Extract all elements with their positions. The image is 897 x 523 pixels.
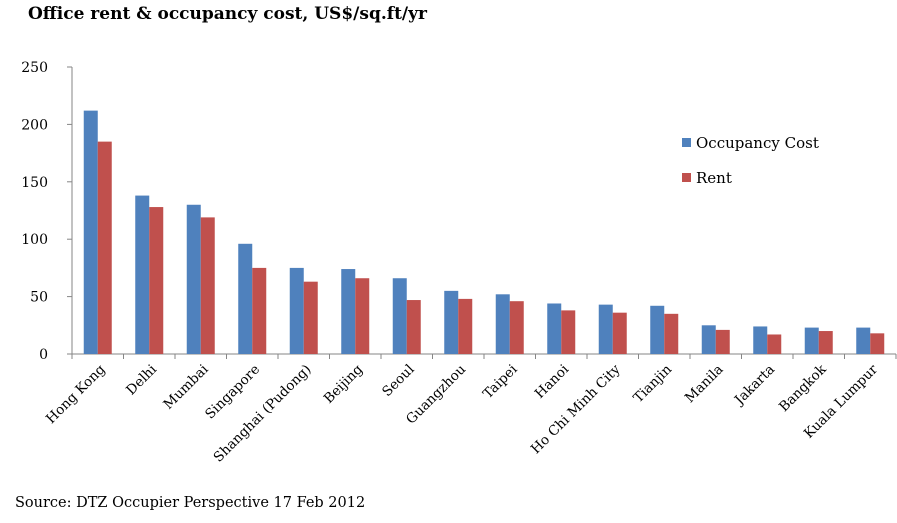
y-tick-label: 150 xyxy=(21,175,48,191)
y-tick-label: 200 xyxy=(21,117,48,133)
bar-rent xyxy=(561,310,576,354)
bar-rent xyxy=(303,281,318,354)
x-category-label: Jakarta xyxy=(730,362,778,410)
bar-occupancy-cost xyxy=(598,304,613,354)
legend-swatch xyxy=(682,173,691,182)
x-category-label: Manila xyxy=(682,362,727,407)
bar-occupancy-cost xyxy=(753,326,768,354)
source-note: Source: DTZ Occupier Perspective 17 Feb … xyxy=(15,495,366,511)
x-category-label: Hong Kong xyxy=(43,361,109,427)
x-category-label: Tianjin xyxy=(630,361,675,406)
chart-title: Office rent & occupancy cost, US$/sq.ft/… xyxy=(28,4,427,24)
x-category-label: Taipei xyxy=(480,361,521,402)
bar-rent xyxy=(406,300,421,354)
x-category-label: Bangkok xyxy=(776,361,830,415)
y-axis: 0 50 100 150 200 250 xyxy=(21,60,73,363)
x-category-label: Delhi xyxy=(123,361,160,398)
bar-occupancy-cost xyxy=(547,303,562,354)
x-category-label: Ho Chi Minh City xyxy=(528,361,624,457)
bar-occupancy-cost xyxy=(856,327,871,354)
bar-rent xyxy=(458,298,473,354)
bar-rent xyxy=(252,267,267,354)
y-tick-label: 100 xyxy=(21,232,48,248)
bar-rent xyxy=(715,329,730,354)
legend-label: Rent xyxy=(696,169,732,187)
legend-label: Occupancy Cost xyxy=(696,134,819,152)
bar-occupancy-cost xyxy=(238,243,253,354)
bar-occupancy-cost xyxy=(444,290,459,354)
legend-swatch xyxy=(682,138,691,147)
x-category-label: Seoul xyxy=(379,362,417,400)
legend: Occupancy Cost Rent xyxy=(682,134,819,187)
bars xyxy=(83,110,885,355)
bar-rent xyxy=(870,333,885,354)
y-tick-label: 250 xyxy=(21,60,48,76)
bar-occupancy-cost xyxy=(186,204,201,354)
bar-rent xyxy=(509,301,524,354)
bar-rent xyxy=(664,313,679,354)
x-category-label: Hanoi xyxy=(532,361,573,402)
x-category-label: Beijing xyxy=(321,361,367,407)
x-category-label: Shanghai (Pudong) xyxy=(211,362,315,466)
bar-occupancy-cost xyxy=(341,269,356,354)
bar-rent xyxy=(767,334,782,354)
bar-occupancy-cost xyxy=(495,294,510,354)
bar-rent xyxy=(612,312,627,354)
bar-occupancy-cost xyxy=(289,267,304,354)
bar-occupancy-cost xyxy=(135,195,150,354)
bar-occupancy-cost xyxy=(804,327,819,354)
bar-rent xyxy=(97,141,112,354)
y-tick-label: 0 xyxy=(39,347,48,363)
bar-rent xyxy=(818,331,833,354)
bar-rent xyxy=(149,207,164,354)
x-category-label: Mumbai xyxy=(160,361,212,413)
bar-occupancy-cost xyxy=(392,278,407,354)
bar-rent xyxy=(200,217,215,354)
bar-occupancy-cost xyxy=(83,110,98,355)
y-tick-label: 50 xyxy=(30,290,48,306)
bar-occupancy-cost xyxy=(701,325,716,354)
bar-occupancy-cost xyxy=(650,305,665,354)
bar-rent xyxy=(355,278,370,354)
